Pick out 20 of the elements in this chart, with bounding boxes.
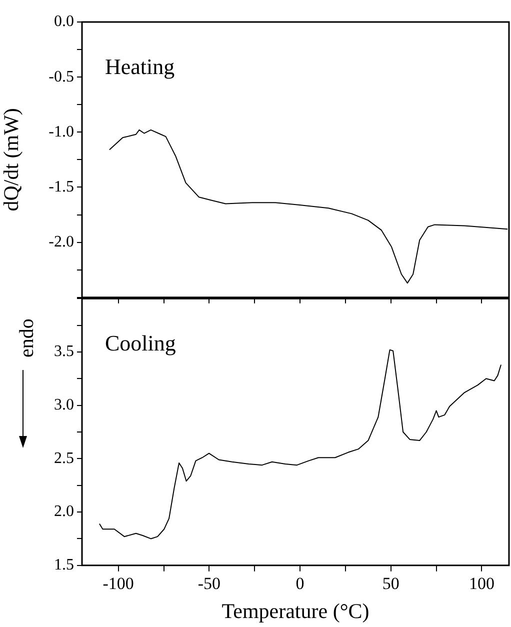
annotation: Cooling: [105, 330, 176, 356]
y-tick-label: -0.5: [48, 68, 74, 86]
y-axis-title: dQ/dt (mW): [0, 108, 24, 212]
y-tick-label: -2.0: [48, 234, 74, 251]
y-tick-label: 2.0: [54, 503, 74, 520]
x-tick-label: -50: [198, 574, 221, 594]
x-axis-title: Temperature (°C): [222, 598, 370, 623]
annotation: Heating: [105, 54, 175, 79]
y-tick-label: 0.0: [54, 13, 74, 30]
y-tick-label: 3.5: [54, 343, 74, 360]
x-tick-label: 50: [382, 574, 400, 594]
y-tick-label: 1.5: [54, 556, 74, 574]
y-tick-label: 3.0: [54, 396, 74, 414]
x-tick-label: 0: [296, 574, 304, 594]
x-tick-label: 100: [468, 574, 494, 594]
y-tick-label: -1.5: [48, 178, 74, 196]
x-tick-label: -100: [102, 574, 134, 594]
y-axis-title: endo: [16, 318, 38, 358]
y-tick-label: 2.5: [54, 450, 74, 467]
y-tick-label: -1.0: [48, 123, 74, 140]
